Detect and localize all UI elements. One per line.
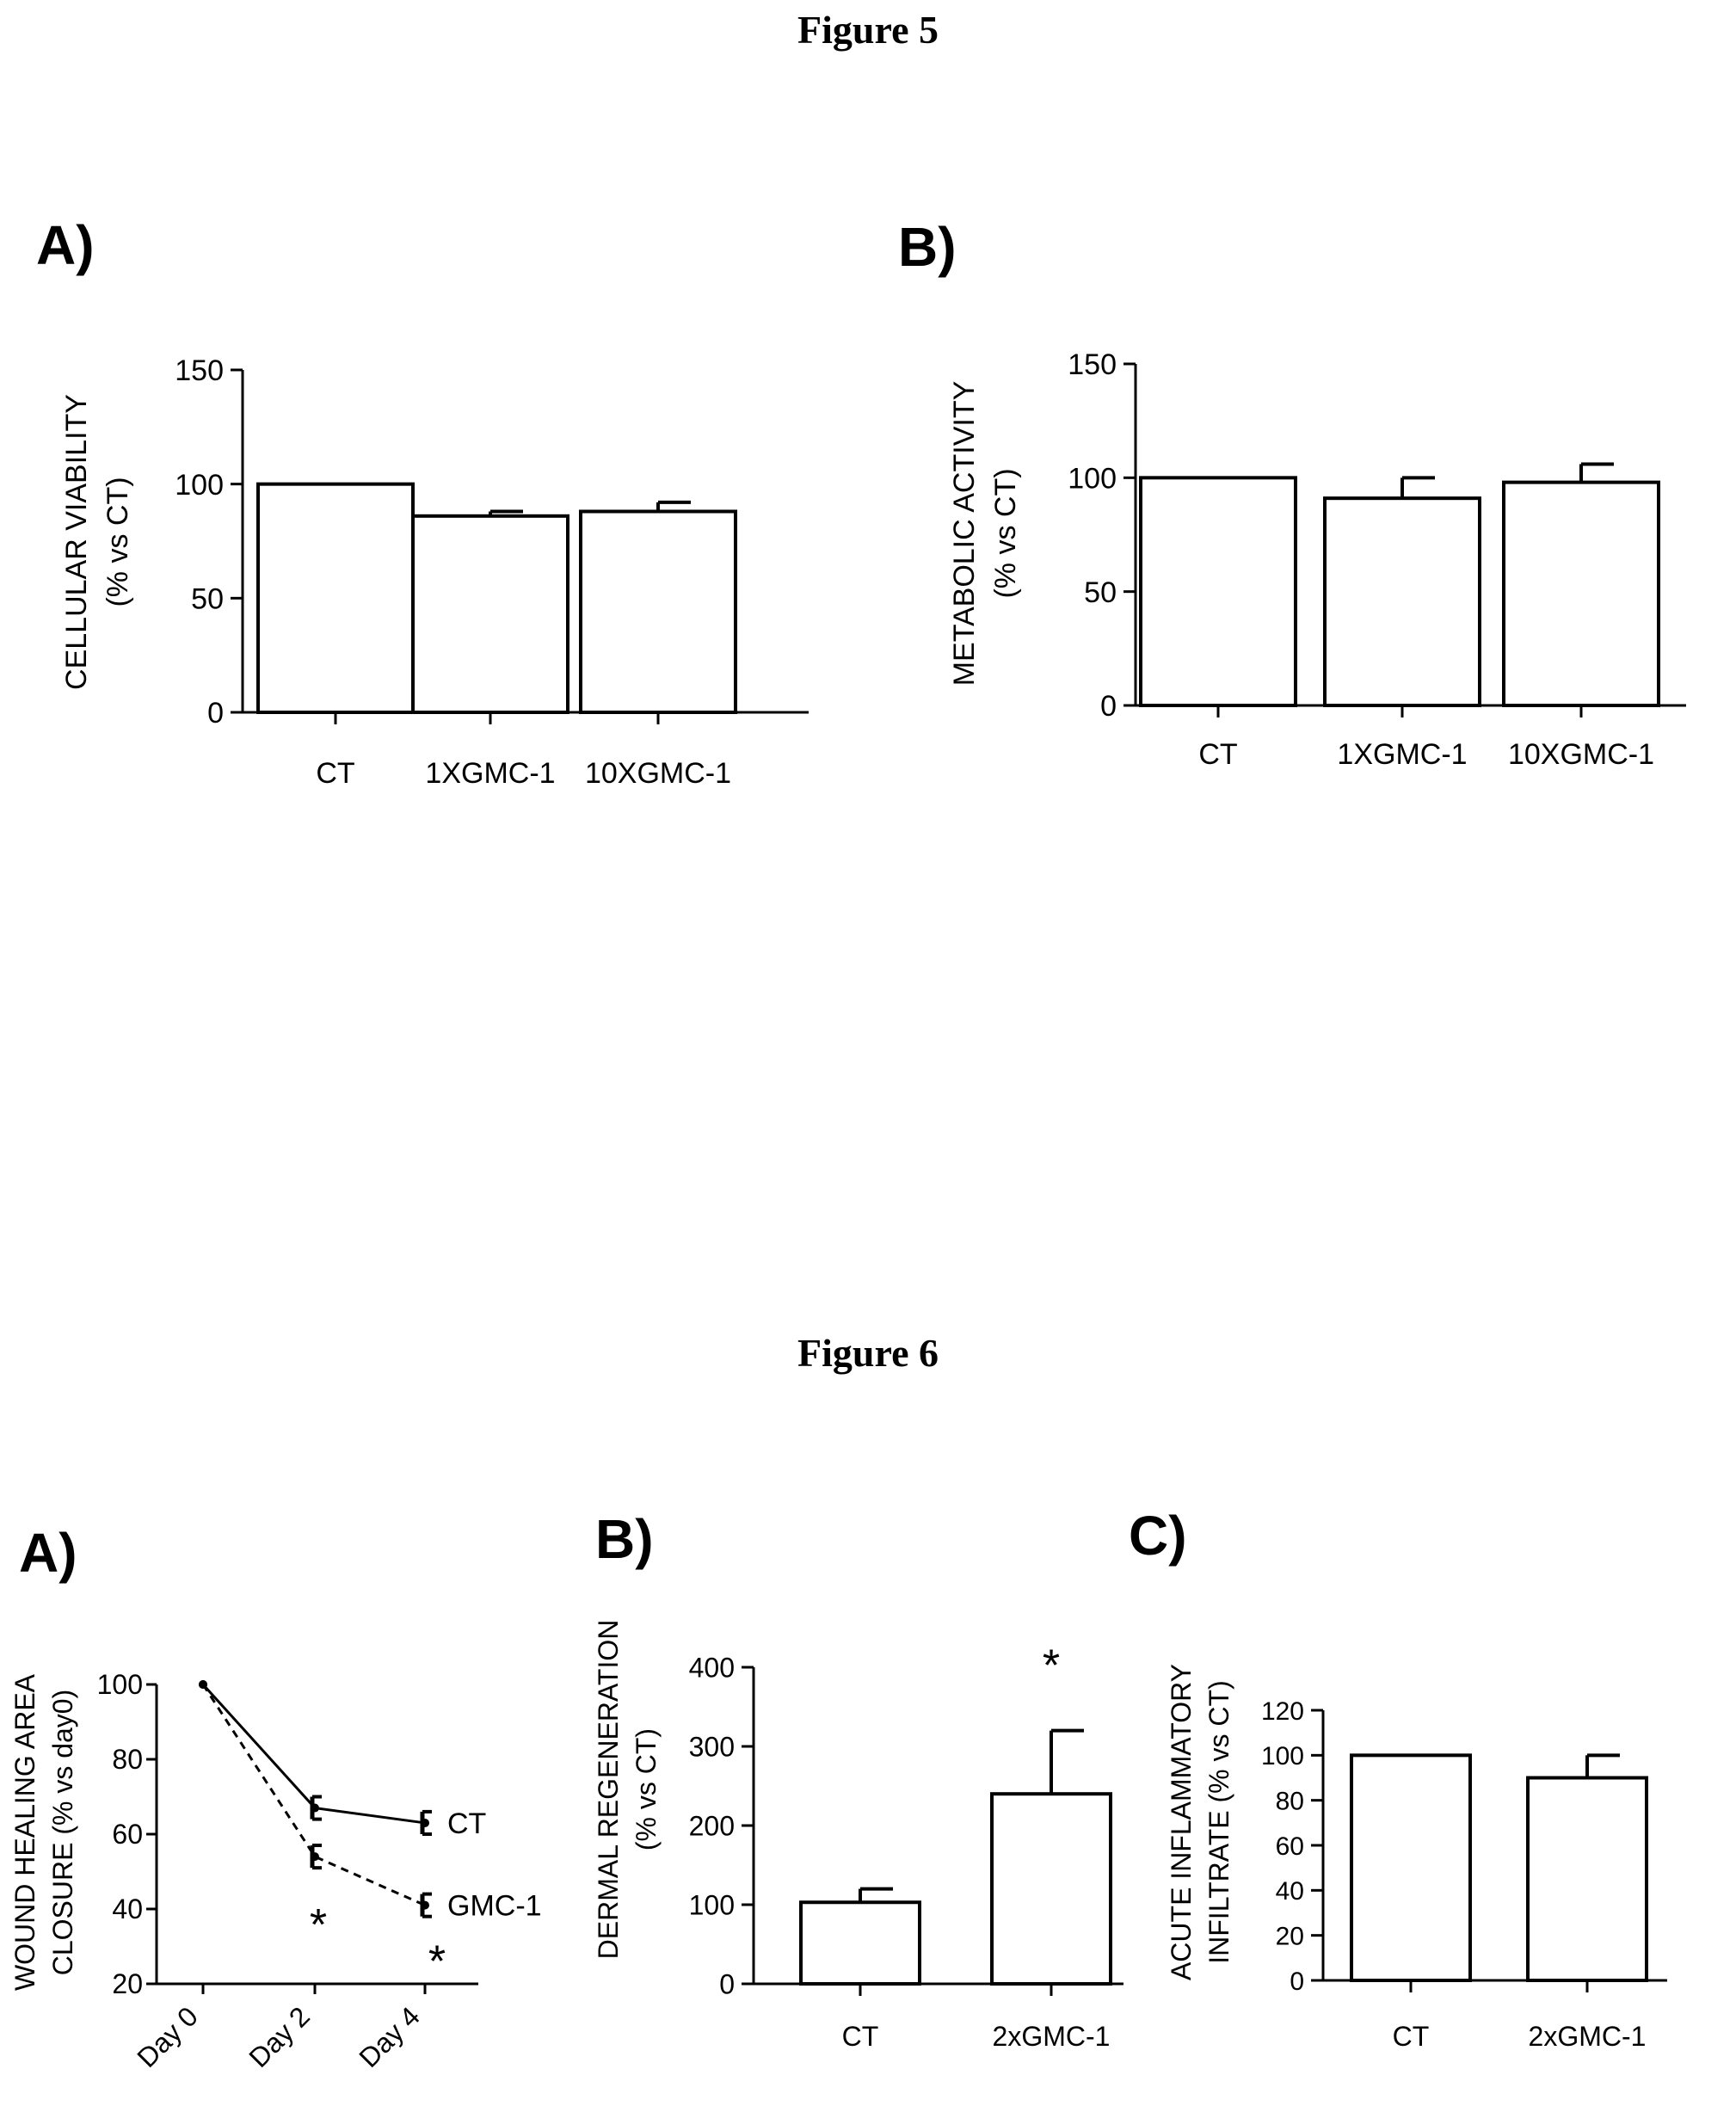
figure-6-panel-c-label: C) [1129,1505,1187,1567]
significance-star: * [1043,1641,1060,1691]
x-tick-label: CT [842,2021,879,2052]
bar [1323,496,1481,707]
bar [411,514,569,715]
x-tick-label: 10XGMC-1 [585,757,731,790]
y-tick-label: 0 [207,697,224,730]
y-tick-label: 100 [689,1890,735,1921]
figure-6-panel-b-label: B) [595,1508,654,1570]
data-point [199,1680,207,1689]
y-axis-label: DERMAL REGENERATION [593,1620,624,1960]
y-tick-label: 120 [1261,1697,1304,1726]
data-point [311,1803,319,1813]
bar [1350,1753,1472,1983]
y-tick-label: 0 [719,1969,735,2000]
y-tick-label: 0 [1100,690,1117,723]
data-point [311,1852,319,1862]
y-tick-label: 40 [112,1894,143,1924]
y-tick-label: 150 [1068,348,1117,381]
x-tick-label: CT [316,757,354,790]
y-tick-label: 60 [1276,1832,1304,1861]
x-tick-label: 1XGMC-1 [1337,738,1467,771]
x-tick-label: CT [1198,738,1237,771]
y-tick-label: 100 [1068,463,1117,496]
figure-6-panel-a-label: A) [19,1522,77,1584]
figure-5-panel-b-label: B) [898,216,957,278]
bar [579,509,737,714]
y-tick-label: 100 [97,1669,143,1700]
bar [1502,480,1660,707]
y-tick-label: 300 [689,1732,735,1763]
y-axis-label: METABOLIC ACTIVITY [948,381,981,687]
x-tick-label: 2xGMC-1 [993,2021,1111,2052]
x-tick-label: Day 2 [243,2000,316,2073]
bar [990,1792,1112,1986]
y-tick-label: 20 [112,1968,143,1999]
x-tick-label: Day 0 [131,2000,204,2073]
significance-star: * [310,1900,327,1950]
figure-5-panel-a-label: A) [36,214,95,276]
series-line [201,1683,426,1825]
y-tick-label: 60 [112,1819,143,1850]
data-point [421,1818,429,1827]
x-tick-label: 2xGMC-1 [1529,2021,1647,2052]
y-axis-label: INFILTRATE (% vs CT) [1204,1680,1234,1963]
bar [1139,476,1297,707]
y-tick-label: 50 [191,583,224,616]
figure-6-title: Figure 6 [797,1331,939,1375]
bar [1526,1776,1648,1982]
y-tick-label: 200 [689,1811,735,1842]
x-tick-label: CT [1393,2021,1430,2052]
y-axis-label: (% vs CT) [989,468,1022,598]
series-label: CT [447,1807,486,1840]
series-line [201,1684,426,1907]
data-point [199,1680,207,1689]
y-axis-label: (% vs CT) [102,477,134,607]
figure-5-title: Figure 5 [797,8,939,52]
y-axis-label: CELLULAR VIABILITY [60,394,93,690]
y-tick-label: 0 [1290,1967,1304,1996]
y-tick-label: 40 [1276,1877,1304,1906]
y-tick-label: 100 [175,469,224,502]
y-axis-label: ACUTE INFLAMMATORY [1166,1664,1197,1980]
x-tick-label: 10XGMC-1 [1508,738,1654,771]
y-axis-label: CLOSURE (% vs day0) [47,1690,78,1976]
y-axis-label: WOUND HEALING AREA [9,1673,40,1991]
significance-star: * [428,1937,446,1987]
y-axis-label: (% vs CT) [631,1728,662,1850]
x-tick-label: Day 4 [353,2000,426,2073]
y-tick-label: 150 [175,354,224,387]
y-tick-label: 100 [1261,1742,1304,1770]
y-tick-label: 50 [1084,576,1117,609]
data-point [421,1900,429,1910]
bar [256,482,415,715]
series-label: GMC-1 [447,1890,542,1923]
y-tick-label: 80 [1276,1787,1304,1815]
y-tick-label: 400 [689,1653,735,1684]
y-tick-label: 20 [1276,1922,1304,1950]
x-tick-label: 1XGMC-1 [425,757,555,790]
y-tick-label: 80 [112,1744,143,1775]
bar [799,1900,921,1986]
